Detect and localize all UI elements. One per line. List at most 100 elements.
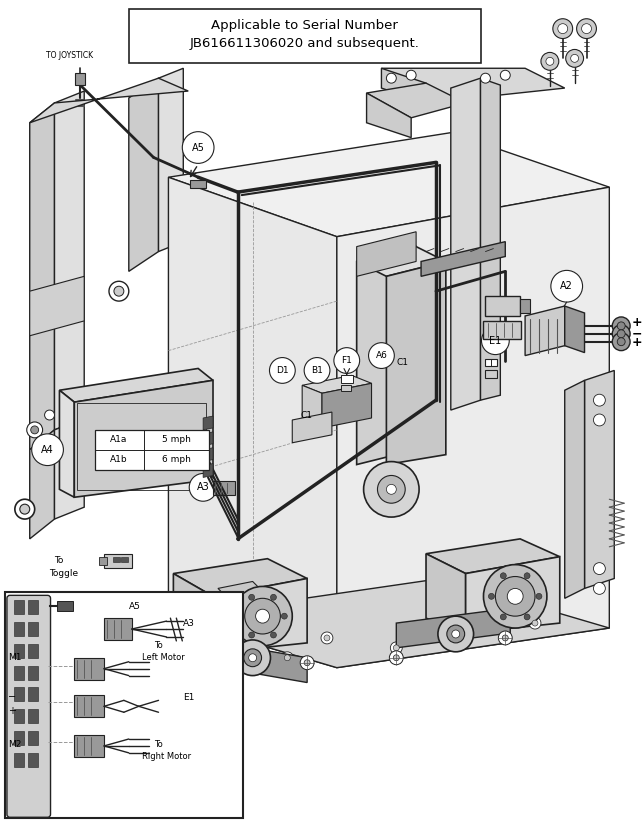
Bar bbox=[74, 658, 104, 680]
Bar bbox=[28, 665, 38, 680]
Circle shape bbox=[321, 632, 333, 644]
Circle shape bbox=[483, 564, 547, 628]
Circle shape bbox=[536, 594, 542, 599]
Circle shape bbox=[187, 617, 199, 629]
Text: E1: E1 bbox=[489, 336, 501, 346]
Circle shape bbox=[489, 594, 494, 599]
Polygon shape bbox=[203, 448, 213, 461]
Circle shape bbox=[617, 338, 625, 345]
Circle shape bbox=[377, 476, 405, 503]
Bar bbox=[28, 644, 38, 658]
Circle shape bbox=[452, 630, 460, 638]
Polygon shape bbox=[168, 579, 609, 668]
Circle shape bbox=[304, 660, 310, 665]
Circle shape bbox=[190, 620, 196, 626]
Polygon shape bbox=[168, 133, 609, 237]
Polygon shape bbox=[396, 609, 510, 648]
Polygon shape bbox=[381, 69, 426, 103]
Text: −: − bbox=[632, 327, 642, 340]
Circle shape bbox=[612, 333, 630, 350]
Text: To: To bbox=[153, 641, 162, 650]
Circle shape bbox=[211, 660, 225, 675]
FancyBboxPatch shape bbox=[7, 595, 51, 818]
Polygon shape bbox=[322, 384, 372, 428]
Bar bbox=[14, 731, 24, 745]
Text: To: To bbox=[153, 741, 162, 749]
Circle shape bbox=[389, 650, 403, 665]
Text: C1: C1 bbox=[396, 358, 408, 367]
Circle shape bbox=[284, 655, 290, 660]
Text: Toggle: Toggle bbox=[49, 569, 79, 578]
Polygon shape bbox=[30, 277, 84, 336]
Circle shape bbox=[270, 594, 277, 600]
Bar bbox=[14, 600, 24, 614]
Bar bbox=[14, 622, 24, 636]
Polygon shape bbox=[203, 416, 213, 430]
Polygon shape bbox=[426, 553, 465, 633]
Bar bbox=[74, 696, 104, 717]
Circle shape bbox=[482, 327, 509, 354]
Circle shape bbox=[300, 655, 314, 670]
Text: To: To bbox=[55, 556, 64, 565]
Text: E1: E1 bbox=[183, 693, 195, 702]
Circle shape bbox=[27, 422, 42, 438]
Circle shape bbox=[248, 594, 255, 600]
Text: D1: D1 bbox=[276, 366, 289, 375]
Circle shape bbox=[394, 645, 399, 650]
Bar bbox=[28, 687, 38, 701]
Bar bbox=[520, 299, 530, 313]
Text: A2: A2 bbox=[560, 281, 573, 291]
Circle shape bbox=[551, 270, 582, 302]
Polygon shape bbox=[203, 464, 213, 477]
Circle shape bbox=[593, 395, 605, 406]
Circle shape bbox=[215, 665, 221, 670]
Text: A4: A4 bbox=[41, 445, 54, 455]
Polygon shape bbox=[480, 79, 500, 400]
Polygon shape bbox=[421, 242, 505, 277]
Text: B1: B1 bbox=[311, 366, 323, 375]
Circle shape bbox=[496, 577, 535, 616]
Circle shape bbox=[524, 573, 530, 579]
Circle shape bbox=[438, 616, 474, 652]
Bar bbox=[341, 375, 352, 384]
Bar bbox=[14, 644, 24, 658]
Circle shape bbox=[546, 58, 554, 65]
Circle shape bbox=[507, 589, 523, 604]
Text: 5 mph: 5 mph bbox=[162, 436, 191, 444]
Text: +: + bbox=[8, 706, 16, 716]
Bar bbox=[129, 9, 480, 64]
Circle shape bbox=[498, 631, 512, 645]
Circle shape bbox=[270, 632, 277, 638]
Bar bbox=[28, 731, 38, 745]
Polygon shape bbox=[585, 370, 614, 589]
Polygon shape bbox=[30, 103, 55, 450]
Circle shape bbox=[270, 358, 295, 384]
Circle shape bbox=[244, 649, 261, 666]
Polygon shape bbox=[55, 91, 84, 430]
Bar bbox=[28, 600, 38, 614]
Bar bbox=[28, 709, 38, 723]
Circle shape bbox=[245, 599, 281, 634]
Polygon shape bbox=[218, 582, 268, 604]
Circle shape bbox=[582, 23, 591, 33]
Circle shape bbox=[31, 426, 39, 434]
Text: Left Motor: Left Motor bbox=[142, 653, 184, 662]
Circle shape bbox=[406, 70, 416, 80]
Text: +: + bbox=[632, 316, 642, 329]
Circle shape bbox=[390, 642, 403, 654]
Text: +: + bbox=[632, 336, 642, 349]
Bar bbox=[104, 618, 132, 640]
Circle shape bbox=[192, 632, 204, 644]
Bar bbox=[213, 482, 235, 495]
Bar bbox=[14, 665, 24, 680]
Circle shape bbox=[256, 609, 270, 623]
Polygon shape bbox=[55, 418, 84, 519]
Circle shape bbox=[593, 563, 605, 574]
Bar bbox=[58, 601, 73, 611]
Text: F1: F1 bbox=[342, 356, 352, 365]
Circle shape bbox=[447, 625, 465, 643]
Polygon shape bbox=[451, 79, 480, 410]
Circle shape bbox=[281, 652, 293, 664]
Circle shape bbox=[593, 414, 605, 426]
Polygon shape bbox=[292, 412, 332, 443]
